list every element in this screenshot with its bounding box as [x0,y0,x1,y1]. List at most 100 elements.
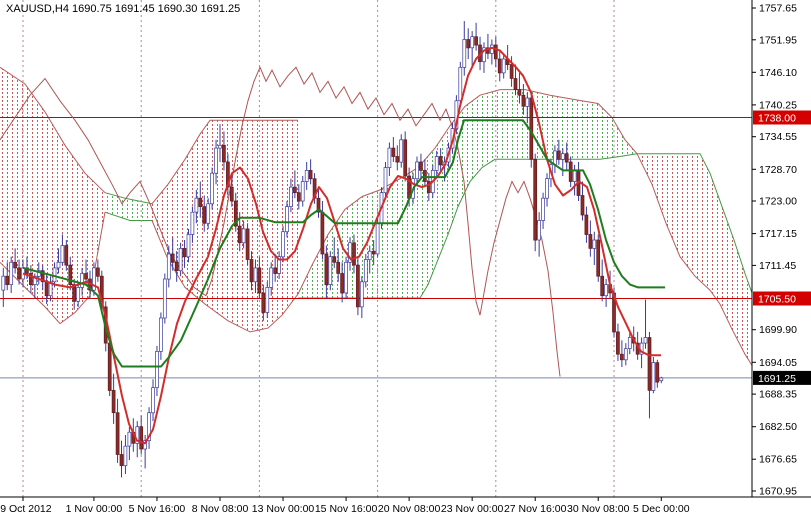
candle-body [363,259,368,283]
candle-body [214,147,218,174]
candle-body [123,445,128,467]
candle-body [647,337,652,391]
level-price-tag[interactable]: 1705.50 [753,291,811,306]
price-axis-label: 1682.50 [759,421,797,433]
tenkan-sen-line [22,46,661,445]
candle-body [375,222,380,255]
candle-body [426,181,431,193]
candle-body [537,220,541,241]
candle-body [127,431,132,447]
candle-body [147,412,151,441]
candle-body [466,39,471,49]
candle-body [84,273,88,280]
price-axis-label: 1757.65 [759,3,797,15]
candle-body [348,242,352,263]
candle-body [151,387,155,414]
candle-body [560,153,565,160]
candle-body [92,267,96,291]
candle-body [40,270,45,283]
candle-body [509,64,514,79]
candle-body [592,239,597,249]
candle-body [513,78,518,90]
candle-body [1,275,6,291]
candle-body [600,275,605,297]
candle-body [218,144,222,149]
candle-body [269,267,274,288]
price-axis-label: 1688.35 [759,389,797,401]
candle-body [517,89,522,96]
candle-body [36,270,41,277]
candle-body [44,281,49,297]
candle-body [143,440,147,450]
candle-body [5,275,10,285]
candle-body [399,139,404,163]
price-axis[interactable]: 1757.65 1751.95 1746.10 1740.25 1734.55 1728.… [752,3,797,498]
candle-body [293,186,297,194]
candle-body [115,412,120,455]
level-price-tag[interactable]: 1738.00 [753,110,811,125]
candle-body [655,362,660,383]
price-axis-label: 1699.90 [759,324,797,336]
candle-body [367,250,372,260]
senkou-span-line [298,153,638,299]
time-axis-label: 29 Oct 2012 [0,503,52,515]
candle-body [359,281,364,308]
candle-body [202,206,207,224]
chart-title: XAUUSD,H4 1690.75 1691.45 1690.30 1691.2… [6,3,241,15]
candle-body [233,200,238,227]
candle-body [17,267,21,280]
time-axis-label: 5 Dec 00:00 [633,503,690,515]
price-axis-label: 1734.55 [759,131,797,143]
candle-body [328,256,333,285]
candle-body [616,331,620,355]
candle-body [533,158,538,241]
candle-body [588,234,593,249]
candle-body [159,317,163,352]
time-axis-label: 20 Nov 08:00 [378,503,441,515]
price-tag-label: 1691.25 [758,373,796,385]
chikou-span-line [0,66,561,377]
time-axis-label: 23 Nov 00:00 [441,503,504,515]
time-axis-label: 5 Nov 16:00 [129,503,186,515]
senkou-span-line [151,220,299,333]
candle-body [241,228,246,244]
candle-body [277,256,281,274]
candle-body [651,362,656,391]
candle-body [135,426,140,444]
candle-body [580,195,585,216]
time-axis[interactable]: 29 Oct 2012 1 Nov 00:00 5 Nov 16:00 8 Nov 0… [0,497,690,515]
candle-body [545,178,549,199]
candle-body [521,94,526,107]
bullish-cloud [105,192,152,221]
candle-body [107,342,112,391]
candle-body [474,36,478,46]
candle-body [659,377,664,382]
candle-body [289,186,293,207]
candle-body [261,292,266,313]
candle-body [174,261,179,272]
candle-body [170,253,175,263]
candle-body [383,167,388,194]
candle-body [395,156,400,163]
candle-body [564,153,569,163]
price-axis-label: 1694.05 [759,357,797,369]
candle-body [387,147,392,168]
bullish-cloud [298,89,637,298]
candle-body [568,161,573,182]
price-axis-label: 1711.45 [759,260,796,272]
candle-body [32,275,37,285]
time-axis-label: 13 Nov 00:00 [252,503,315,515]
price-axis-label: 1751.95 [759,34,797,46]
candle-body [620,353,624,361]
price-axis-label: 1723.00 [759,196,797,208]
senkou-span-line [637,153,752,294]
time-axis-label: 8 Nov 08:00 [192,503,249,515]
current-price-tag[interactable]: 1691.25 [753,370,811,385]
candle-body [493,44,498,60]
candle-body [273,267,278,274]
candle-body [210,172,214,205]
candle-body [9,261,14,285]
candle-body [556,150,561,160]
bearish-cloud [637,153,752,366]
